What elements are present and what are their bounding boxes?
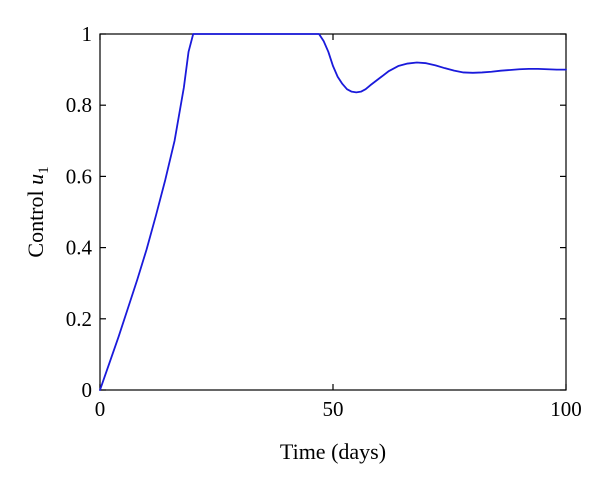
y-axis-title-subscript: 1	[36, 166, 52, 174]
y-axis-title: Control u1	[23, 166, 52, 257]
y-axis-title-variable: u	[23, 174, 48, 185]
y-axis-title-text: Control	[23, 185, 48, 258]
y-tick-label: 0.6	[66, 164, 92, 188]
y-tick-label: 1	[82, 22, 93, 46]
y-tick-label: 0.8	[66, 93, 92, 117]
series-line-u1	[99, 33, 567, 391]
y-tick-label: 0.2	[66, 307, 92, 331]
y-tick-label: 0	[82, 378, 93, 402]
x-tick-label: 100	[550, 397, 582, 421]
y-tick-label: 0.4	[66, 236, 93, 260]
ticks-layer: 0 50 100 0 0.2 0.4 0.6 0.8 1	[66, 22, 582, 421]
x-axis-title: Time (days)	[280, 439, 386, 464]
x-tick-label: 0	[95, 397, 106, 421]
line-layer	[99, 33, 567, 391]
x-tick-label: 50	[323, 397, 344, 421]
